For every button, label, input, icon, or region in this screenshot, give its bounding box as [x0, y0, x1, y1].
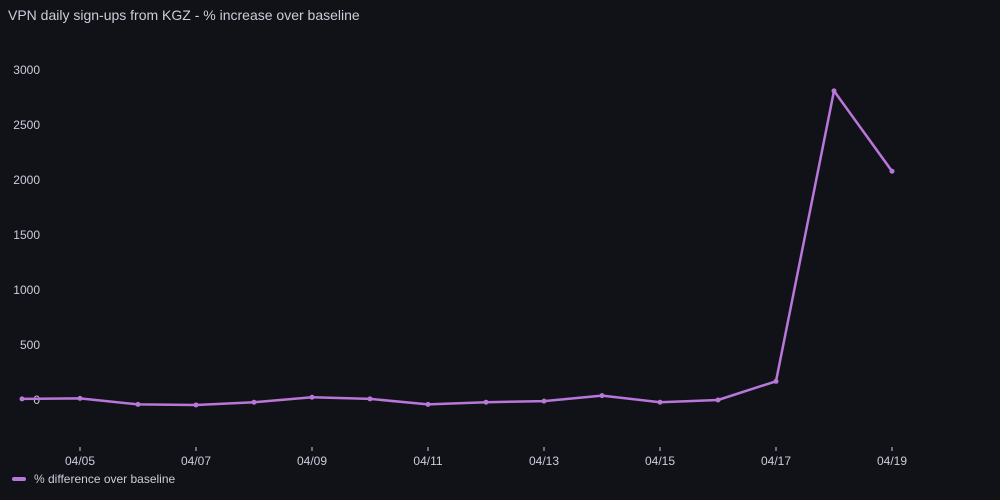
x-tick-label: 04/17	[761, 454, 791, 468]
data-point[interactable]	[425, 401, 431, 407]
y-tick-label: 2500	[13, 118, 40, 132]
x-tick-label: 04/19	[877, 454, 907, 468]
data-point[interactable]	[773, 378, 779, 384]
data-point[interactable]	[193, 402, 199, 408]
data-point[interactable]	[715, 397, 721, 403]
data-point[interactable]	[599, 393, 605, 399]
y-tick-label: 1000	[13, 283, 40, 297]
data-point[interactable]	[889, 168, 895, 174]
legend-label: % difference over baseline	[34, 472, 176, 486]
data-point[interactable]	[251, 399, 257, 405]
chart-title: VPN daily sign-ups from KGZ - % increase…	[8, 7, 360, 23]
y-tick-label: 1500	[13, 228, 40, 242]
data-point[interactable]	[309, 394, 315, 400]
series-line[interactable]	[21, 89, 894, 407]
data-point[interactable]	[77, 395, 83, 401]
x-tick-label: 04/15	[645, 454, 675, 468]
x-tick-label: 04/11	[413, 454, 442, 468]
series-layer	[19, 88, 895, 408]
data-point[interactable]	[831, 88, 837, 94]
data-point[interactable]	[541, 398, 547, 404]
data-point[interactable]	[135, 401, 141, 407]
data-point[interactable]	[19, 396, 25, 402]
data-point[interactable]	[367, 396, 373, 402]
y-tick-label: 2000	[13, 173, 40, 187]
legend-swatch	[12, 477, 26, 481]
x-axis: 04/05 04/07 04/09 04/11 04/13 04/15 04/17 04/19	[65, 447, 907, 468]
y-tick-label: 3000	[13, 63, 40, 77]
legend-item[interactable]: % difference over baseline	[12, 472, 175, 486]
x-tick-label: 04/13	[529, 454, 559, 468]
data-point[interactable]	[483, 399, 489, 405]
x-tick-label: 04/09	[297, 454, 327, 468]
x-tick-label: 04/05	[65, 454, 95, 468]
y-tick-label: 500	[20, 338, 40, 352]
x-tick-label: 04/07	[181, 454, 211, 468]
data-point[interactable]	[657, 399, 663, 405]
